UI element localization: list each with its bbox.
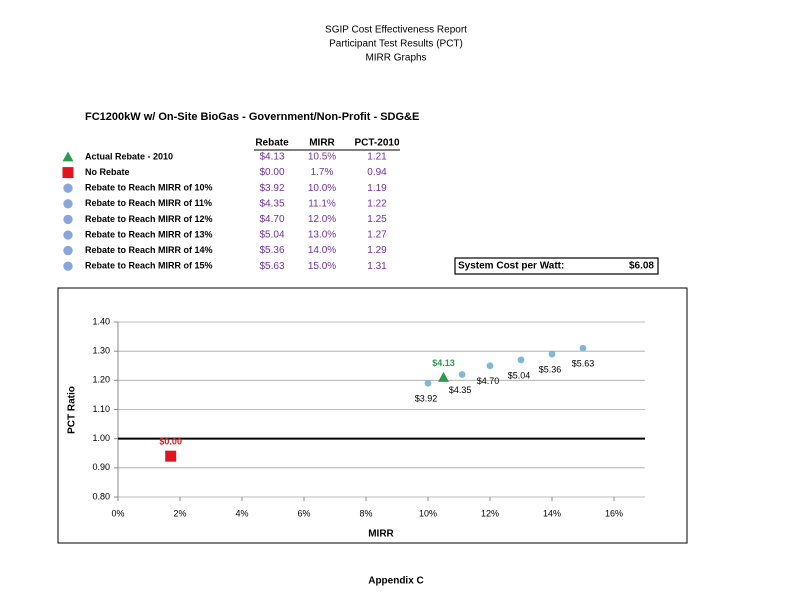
y-tick-label: 0.90 [92, 462, 110, 472]
circle-marker [63, 214, 73, 225]
row-cell: 0.94 [367, 167, 387, 178]
row-cell: $4.35 [259, 198, 284, 209]
triangle-marker [438, 371, 449, 382]
section-title: FC1200kW w/ On-Site BioGas - Government/… [85, 111, 419, 123]
y-axis-label: PCT Ratio [67, 386, 78, 434]
y-tick-label: 1.20 [92, 375, 110, 385]
row-cell: 10.0% [308, 183, 336, 194]
point-label: $5.04 [508, 370, 531, 380]
column-header: PCT-2010 [354, 138, 399, 149]
row-cell: 1.29 [367, 245, 387, 256]
row-cell: 15.0% [308, 261, 336, 272]
row-cell: $5.04 [259, 230, 284, 241]
circle-marker [517, 356, 525, 364]
point-label: $0.00 [159, 437, 182, 447]
y-tick-label: 1.40 [92, 316, 110, 326]
row-label: Rebate to Reach MIRR of 15% [85, 261, 213, 271]
row-cell: 1.7% [311, 167, 334, 178]
system-cost-value: $6.08 [629, 261, 654, 272]
x-tick-label: 16% [605, 508, 623, 518]
row-cell: $5.63 [259, 261, 284, 272]
y-tick-label: 1.00 [92, 433, 110, 443]
row-cell: 10.5% [308, 152, 336, 163]
header-line: SGIP Cost Effectiveness Report [325, 25, 467, 36]
row-cell: 12.0% [308, 214, 336, 225]
point-label: $4.13 [432, 358, 455, 368]
x-tick-label: 4% [235, 508, 248, 518]
x-axis-label: MIRR [368, 529, 394, 540]
circle-marker [63, 183, 73, 193]
triangle-marker [62, 151, 74, 162]
row-cell: 13.0% [308, 230, 336, 241]
row-cell: $4.70 [259, 214, 284, 225]
point-label: $4.70 [477, 376, 500, 386]
row-label: Rebate to Reach MIRR of 10% [85, 183, 213, 193]
circle-marker [63, 230, 73, 240]
row-cell: 11.1% [308, 198, 336, 209]
row-label: Rebate to Reach MIRR of 13% [85, 229, 213, 239]
row-cell: 14.0% [308, 245, 336, 256]
column-header: Rebate [255, 138, 289, 149]
row-cell: 1.22 [367, 198, 387, 209]
system-cost-label: System Cost per Watt: [458, 261, 564, 272]
y-tick-label: 1.30 [92, 346, 110, 356]
row-cell: 1.19 [367, 183, 387, 194]
circle-marker [63, 245, 73, 256]
square-marker [165, 450, 177, 462]
header-line: MIRR Graphs [365, 53, 426, 64]
row-cell: 1.21 [367, 152, 387, 163]
square-marker [62, 167, 74, 179]
column-header: MIRR [309, 138, 335, 149]
circle-marker [424, 379, 432, 387]
circle-marker [63, 199, 73, 209]
row-cell: 1.25 [367, 214, 387, 225]
point-label: $5.63 [572, 359, 595, 369]
circle-marker [63, 261, 73, 271]
x-tick-label: 10% [419, 508, 437, 518]
point-label: $4.35 [449, 385, 472, 395]
system-cost-box [454, 257, 659, 275]
x-tick-label: 0% [111, 508, 124, 518]
circle-marker [548, 350, 556, 358]
row-label: Rebate to Reach MIRR of 14% [85, 245, 213, 255]
circle-marker [458, 371, 466, 378]
row-cell: 1.31 [367, 261, 387, 272]
footer: Appendix C [368, 576, 424, 587]
header-line: Participant Test Results (PCT) [329, 39, 463, 50]
chart-frame [57, 287, 688, 544]
y-tick-label: 1.10 [92, 404, 110, 414]
row-cell: $3.92 [259, 183, 284, 194]
row-label: No Rebate [85, 167, 130, 177]
circle-marker [579, 344, 587, 352]
row-cell: 1.27 [367, 230, 387, 241]
row-cell: $0.00 [259, 167, 284, 178]
x-tick-label: 8% [359, 508, 372, 518]
point-label: $3.92 [415, 394, 438, 404]
row-label: Actual Rebate - 2010 [85, 151, 173, 161]
x-tick-label: 6% [297, 508, 310, 518]
row-cell: $5.36 [259, 245, 284, 256]
circle-marker [486, 362, 494, 370]
x-tick-label: 14% [543, 508, 561, 518]
row-label: Rebate to Reach MIRR of 12% [85, 214, 213, 224]
point-label: $5.36 [539, 364, 562, 374]
x-tick-label: 2% [173, 508, 186, 518]
row-cell: $4.13 [259, 152, 284, 163]
y-tick-label: 0.80 [92, 491, 110, 501]
x-tick-label: 12% [481, 508, 499, 518]
row-label: Rebate to Reach MIRR of 11% [85, 198, 212, 208]
